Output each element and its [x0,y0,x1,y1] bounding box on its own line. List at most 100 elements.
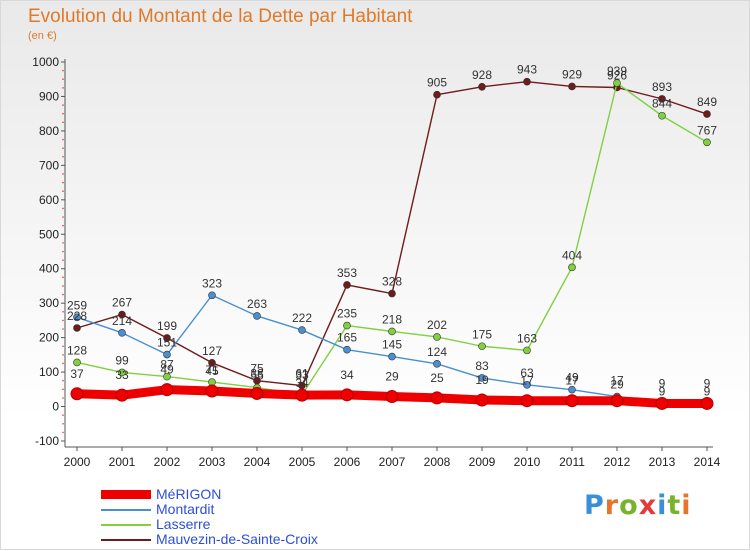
data-label: 202 [427,318,447,332]
y-minor-tick [62,345,64,348]
data-point [118,329,126,337]
y-tick-label: 400 [39,262,59,276]
data-label: 38 [250,366,264,380]
data-label: 404 [562,248,582,262]
data-point [253,312,261,320]
data-point [388,327,396,336]
data-point [658,111,666,120]
data-label: 928 [472,68,492,82]
y-tick-label: 600 [39,193,59,207]
data-point [610,394,624,408]
data-label: 943 [517,63,537,77]
legend-swatch [101,539,151,541]
y-minor-tick [62,328,64,330]
data-point [433,90,441,99]
x-tick-label: 2011 [559,455,585,469]
data-label: 199 [157,319,177,333]
data-point [388,289,396,298]
data-label: 29 [385,370,399,384]
y-minor-tick [62,259,64,261]
y-tick-label: 800 [39,124,59,138]
data-label: 17 [610,374,624,388]
y-minor-tick [62,250,64,253]
data-point [520,394,534,408]
chart-unit-label: (en €) [28,30,57,42]
x-tick-label: 2003 [199,455,226,469]
data-label: 218 [382,312,402,326]
data-point [295,388,309,402]
chart-legend: MéRIGON Montardit Lasserre Mauvezin-de-Sain… [101,487,401,547]
data-point [163,350,171,359]
data-point [523,346,531,355]
legend-item: Lasserre [101,517,401,532]
y-minor-tick [62,155,64,158]
data-label: 849 [697,95,717,109]
data-label: 127 [202,344,222,358]
x-tick-label: 2002 [154,455,181,469]
data-label: 844 [652,97,672,111]
data-label: 128 [67,343,87,357]
x-tick-label: 2007 [379,455,406,469]
data-label: 323 [202,276,222,290]
data-point [478,374,486,382]
data-label: 893 [652,80,672,94]
data-point [208,378,216,386]
legend-label: MéRIGON [156,486,222,502]
data-label: 767 [697,123,717,137]
y-minor-tick [62,224,64,227]
legend-swatch [101,509,151,511]
y-tick-label: 700 [39,158,59,172]
data-label: 263 [247,297,267,311]
x-tick-label: 2008 [424,455,451,469]
y-minor-tick [62,293,64,296]
data-point [115,388,129,402]
data-label: 9 [704,376,711,390]
data-point [250,386,264,400]
data-label: 37 [70,367,84,381]
y-minor-tick [62,190,64,193]
y-minor-tick [62,242,64,244]
data-point [118,310,126,319]
y-tick-label: 0 [52,400,59,414]
x-tick-label: 2005 [289,455,316,469]
data-point [70,387,84,401]
data-label: 75 [250,362,264,376]
legend-swatch [101,490,151,499]
data-label: 34 [295,376,309,390]
data-label: 49 [160,363,174,377]
y-minor-tick [62,414,64,416]
data-point [703,138,711,147]
data-point [433,360,441,368]
data-label: 929 [562,67,582,81]
y-minor-tick [62,319,64,322]
y-tick-label: 300 [39,296,59,310]
data-point [523,77,531,86]
y-minor-tick [62,207,64,210]
data-label: 17 [565,374,579,388]
y-minor-tick [62,388,64,391]
data-point [343,281,351,289]
data-label: 151 [157,336,177,350]
data-point [568,263,576,272]
data-label: 33 [295,368,309,382]
data-label: 34 [340,368,354,382]
y-minor-tick [62,422,64,425]
y-minor-tick [62,181,64,184]
proxiti-logo: Proxiti [584,490,692,521]
data-point [430,391,444,405]
y-minor-tick [62,78,64,81]
legend-item: MéRIGON [101,487,401,502]
data-point [73,324,81,332]
y-tick-label: 100 [39,365,59,379]
x-tick-label: 2000 [64,455,91,469]
data-label: 9 [704,384,711,398]
data-label: 17 [520,374,534,388]
y-tick-label: 500 [39,227,59,241]
y-tick-label: -100 [35,434,59,448]
y-minor-tick [62,354,64,356]
data-label: 25 [430,371,444,385]
data-label: 61 [295,367,309,381]
chart-title: Evolution du Montant de la Dette par Hab… [28,6,413,27]
data-point [385,390,399,404]
data-point [478,83,486,91]
